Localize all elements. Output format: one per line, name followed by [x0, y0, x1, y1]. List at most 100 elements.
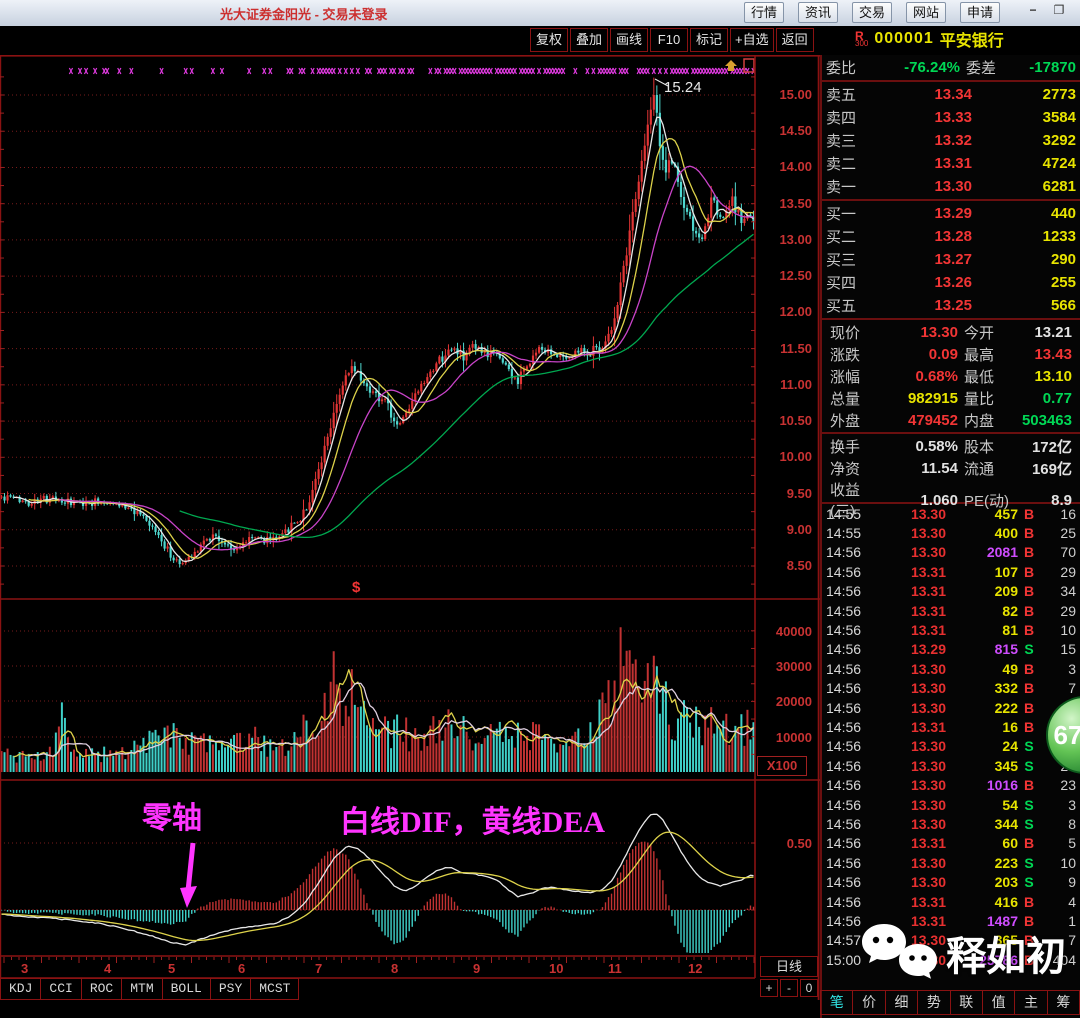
toolbar-button-5[interactable]: 标记	[690, 28, 728, 52]
tick-price: 13.30	[910, 738, 946, 755]
month-label-5: 5	[168, 961, 176, 976]
volume-axis-label: 30000	[775, 659, 812, 674]
menu-button-5[interactable]: 申请	[960, 2, 1000, 23]
window-controls: − ❐ ✕	[1026, 3, 1080, 17]
tick-row: 14:55 13.30 457 B 16	[822, 504, 1080, 523]
tick-count: 15	[1060, 641, 1076, 658]
chart-toolbar: 复权 叠加 画线 F10 标记 +自选 返回	[530, 28, 816, 52]
stat-label: 涨幅	[830, 368, 861, 386]
price-axis-label: 14.00	[779, 159, 812, 175]
price-axis-label: 15.00	[779, 87, 812, 102]
tick-flag: S	[1024, 641, 1034, 658]
zoom-button-plus[interactable]: +	[760, 979, 778, 997]
weicha-value: -17870	[1029, 59, 1076, 76]
toolbar-button-6[interactable]: +自选	[730, 28, 774, 52]
assistant-bubble[interactable]: 67	[1046, 696, 1080, 774]
indicator-tab-boll[interactable]: BOLL	[162, 978, 211, 1000]
ask-label: 卖三	[826, 133, 857, 150]
tick-time: 14:56	[826, 641, 862, 658]
stat-value: 8.9	[1051, 491, 1072, 509]
bid-volume: 255	[1050, 274, 1076, 291]
tick-count: 7	[1068, 932, 1076, 949]
volume-axis-label: 20000	[775, 694, 812, 709]
tick-flag: B	[1023, 835, 1035, 852]
tick-price: 13.30	[910, 777, 946, 794]
tick-price: 13.30	[910, 680, 946, 697]
minimize-icon[interactable]: −	[1029, 3, 1037, 17]
tick-flag: B	[1023, 718, 1035, 735]
tick-volume: 365	[994, 932, 1018, 949]
indicator-tab-mcst[interactable]: MCST	[251, 978, 300, 1000]
tick-time: 14:56	[826, 544, 862, 561]
stock-name: 平安银行	[939, 33, 1004, 50]
quote-tab-1[interactable]: 笔	[820, 990, 854, 1015]
tick-flag: B	[1023, 777, 1035, 794]
tick-price: 13.31	[910, 622, 946, 639]
tick-flag: S	[1024, 757, 1034, 774]
bid-price: 13.27	[934, 251, 972, 268]
zoom-button-minus[interactable]: -	[780, 979, 798, 997]
tick-price: 13.30	[910, 757, 946, 774]
quote-tab-7[interactable]: 主	[1015, 990, 1048, 1015]
tick-count: 4	[1068, 893, 1076, 910]
tick-count: 29	[1060, 602, 1076, 619]
indicator-tab-roc[interactable]: ROC	[81, 978, 123, 1000]
tick-flag: B	[1023, 699, 1035, 716]
tick-count: 29	[1060, 563, 1076, 580]
period-selector[interactable]: 日线	[760, 956, 818, 977]
toolbar-button-4[interactable]: F10	[650, 28, 688, 52]
quote-tab-8[interactable]: 筹	[1047, 990, 1080, 1015]
quote-tab-4[interactable]: 势	[918, 990, 951, 1015]
tick-price: 13.30	[910, 815, 946, 832]
ask-label: 卖二	[826, 156, 857, 173]
tick-flag: B	[1023, 680, 1035, 697]
price-axis-label: 9.50	[786, 485, 812, 501]
restore-icon[interactable]: ❐	[1053, 3, 1065, 17]
price-axis-label: 8.50	[786, 557, 812, 573]
toolbar-button-7[interactable]: 返回	[775, 28, 814, 52]
indicator-tab-mtm[interactable]: MTM	[122, 978, 163, 1000]
toolbar-button-1[interactable]: 复权	[530, 28, 568, 52]
chart-canvas[interactable]	[0, 55, 820, 1000]
toolbar-button-2[interactable]: 叠加	[570, 28, 608, 52]
chart-toolbar-row: 复权 叠加 画线 F10 标记 +自选 返回 R 300 000001 平安银行	[0, 26, 1080, 55]
tick-count: 23	[1060, 777, 1076, 794]
indicator-tab-psy[interactable]: PSY	[210, 978, 252, 1000]
tick-count: 404	[1052, 951, 1076, 968]
ask-label: 卖一	[826, 179, 857, 196]
indicator-tab-kdj[interactable]: KDJ	[0, 978, 42, 1000]
tick-time: 14:57	[826, 932, 862, 949]
quote-tab-5[interactable]: 联	[950, 990, 983, 1015]
menu-button-3[interactable]: 交易	[852, 2, 892, 23]
market-tag-300: 300	[855, 39, 869, 48]
tick-time: 14:56	[826, 660, 862, 677]
stat-value: 172亿	[1031, 438, 1072, 456]
stat-label: 现价	[830, 324, 861, 342]
tick-row: 14:56 13.30 54 S 3	[822, 795, 1080, 814]
bid-label: 买三	[826, 252, 857, 269]
quote-tab-6[interactable]: 值	[982, 990, 1016, 1015]
stat-row: 外盘 479452 内盘 503463	[826, 409, 1076, 431]
menu-button-1[interactable]: 行情	[744, 2, 784, 23]
corner-box-icon	[743, 58, 755, 73]
bid-label: 买一	[826, 206, 857, 223]
indicator-tab-cci[interactable]: CCI	[41, 978, 82, 1000]
stat-label: 今开	[964, 324, 995, 342]
tick-row: 14:56 13.30 223 S 10	[822, 853, 1080, 872]
toolbar-button-3[interactable]: 画线	[610, 28, 648, 52]
ask-label: 卖五	[826, 87, 857, 104]
tick-price: 13.31	[910, 718, 946, 735]
bid-row: 买一 13.29 440	[826, 202, 1076, 225]
quote-tab-3[interactable]: 细	[885, 990, 919, 1015]
tick-count: 10	[1060, 854, 1076, 871]
menu-button-2[interactable]: 资讯	[798, 2, 838, 23]
tick-count: 1	[1068, 912, 1076, 929]
tick-price: 13.31	[910, 583, 946, 600]
zoom-buttons: + -0	[760, 979, 820, 997]
zoom-button-zero[interactable]: 0	[800, 979, 818, 997]
menu-button-4[interactable]: 网站	[906, 2, 946, 23]
tick-flag: B	[1023, 544, 1035, 561]
quote-tab-2[interactable]: 价	[853, 990, 886, 1015]
stat-value: 0.09	[928, 345, 958, 363]
